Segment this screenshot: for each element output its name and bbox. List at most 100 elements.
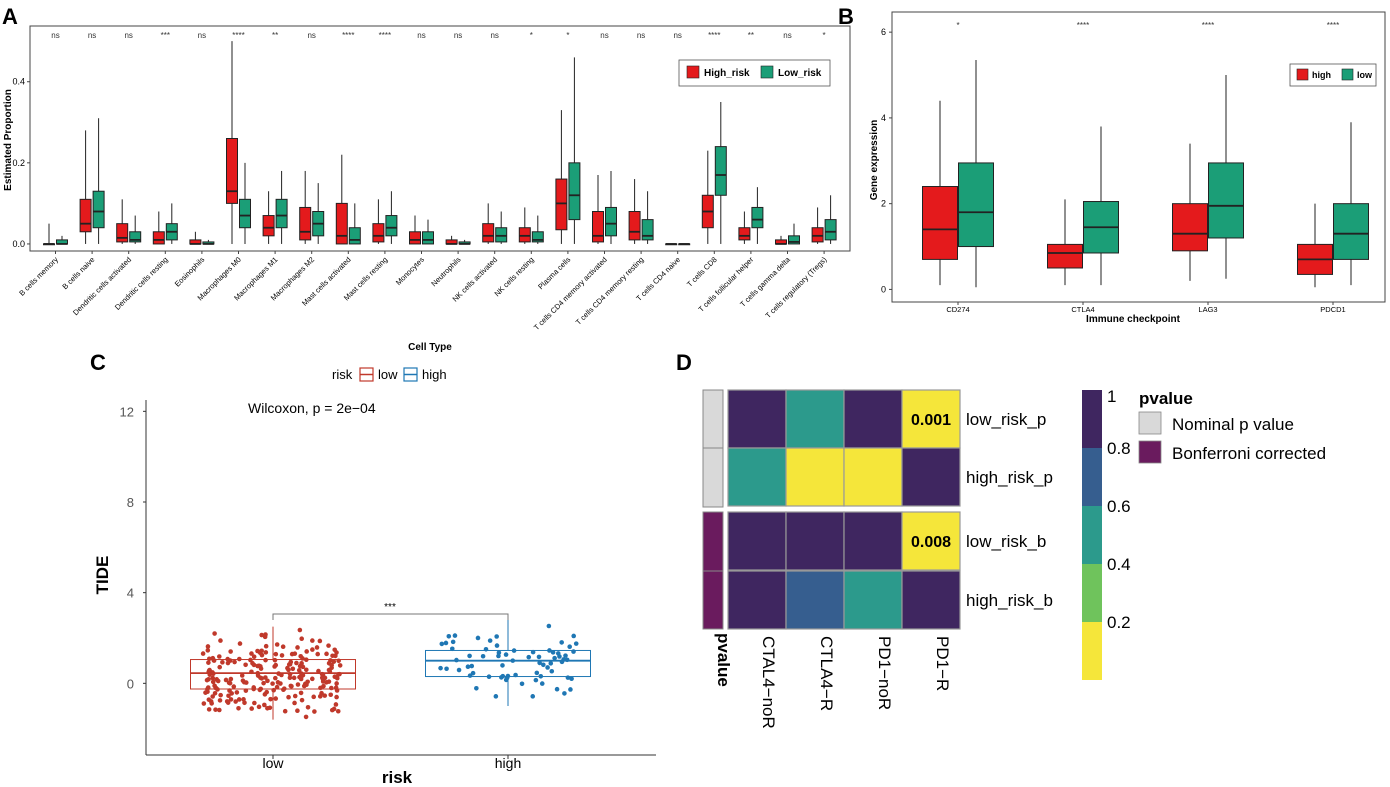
panel-a-high-risk-box: [299, 206, 312, 241]
panel-d-legend-title: pvalue: [1139, 389, 1193, 408]
panel-c-chart-marks: 0 4 8 12 low high ***: [120, 404, 591, 771]
panel-c-low-point: [273, 696, 279, 701]
panel-d-heatmap-cell: [785, 570, 845, 630]
panel-c: TIDE risk Wilcoxon, p = 2e−04 risk low h…: [93, 367, 656, 787]
panel-c-low-point: [213, 707, 218, 712]
panel-c-low-point: [218, 638, 223, 643]
panel-d-heatmap-cell: [843, 447, 903, 507]
panel-c-high-point: [493, 694, 499, 699]
panel-a-low-risk-box: [824, 219, 837, 241]
panel-a-significance-label: ns: [600, 31, 608, 40]
panel-c-low-point: [324, 680, 329, 685]
panel-c-low-point: [304, 682, 309, 688]
panel-c-low-point: [240, 678, 246, 683]
panel-b-y-tick-label: 0: [881, 284, 886, 294]
panel-c-low-point: [259, 652, 265, 658]
panel-c-low-point: [206, 660, 211, 665]
panel-c-low-point: [261, 680, 266, 686]
panel-c-low-point: [252, 700, 257, 706]
panel-c-low-point: [223, 677, 229, 683]
panel-c-low-point: [273, 651, 279, 657]
panel-b-y-tick-label: 6: [881, 27, 886, 37]
panel-c-high-point: [456, 667, 462, 673]
panel-b-x-tick-label: CD274: [946, 305, 969, 314]
panel-a-low-risk-box: [275, 198, 288, 229]
panel-c-y-axis-title: TIDE: [93, 556, 112, 595]
panel-c-low-point: [263, 632, 268, 637]
panel-a-low-risk-box: [129, 231, 142, 243]
panel-b-plot-frame: [891, 11, 1386, 303]
panel-d-legend: pvalue Nominal p value Bonferroni correc…: [1138, 389, 1326, 464]
panel-d-heatmap-cell: [785, 447, 845, 507]
panel-c-low-point: [259, 676, 265, 681]
panel-c-high-point: [494, 634, 499, 639]
panel-c-high-point: [452, 633, 458, 638]
panel-c-high-point: [494, 643, 500, 648]
panel-c-low-point: [334, 694, 339, 700]
panel-c-low-point: [258, 666, 264, 671]
panel-c-low-point: [291, 675, 297, 681]
panel-c-high-point: [545, 665, 550, 670]
panel-d-row-label: low_risk_p: [966, 410, 1046, 429]
panel-d-colorbar-segment: [1082, 622, 1102, 680]
panel-c-high-point: [541, 662, 546, 668]
panel-c-low-point: [209, 701, 214, 706]
panel-d-chart-marks: 0.001 low_risk_p high_risk_p 0.008 low_risk_…: [727, 387, 1131, 729]
panel-label-d: D: [676, 350, 692, 375]
panel-c-low-point: [237, 641, 243, 646]
panel-c-low-point: [279, 653, 285, 658]
panel-d-legend-label-nominal: Nominal p value: [1172, 415, 1294, 434]
panel-c-low-point: [292, 693, 298, 699]
panel-c-high-point: [496, 653, 501, 659]
panel-a-significance-label: ns: [417, 31, 425, 40]
panel-a-low-risk-box: [495, 227, 508, 243]
panel-c-y-tick-label: 8: [127, 495, 134, 510]
panel-c-low-point: [205, 648, 211, 653]
panel-a-x-tick-label: Plasma cells: [536, 255, 572, 291]
panel-c-low-point: [226, 693, 231, 699]
panel-d: pvalue pvalue Nominal p value Bonferroni…: [702, 387, 1326, 729]
panel-b-low-box: [1333, 203, 1369, 260]
panel-c-high-point: [552, 655, 557, 661]
panel-d-heatmap-cell: [843, 570, 903, 630]
panel-c-low-point: [326, 660, 332, 666]
panel-c-low-point: [206, 697, 212, 702]
panel-a-high-risk-box: [518, 227, 531, 243]
panel-a-y-axis-title: Estimated Proportion: [3, 89, 14, 191]
panel-c-low-point: [333, 702, 339, 707]
panel-c-low-point: [210, 694, 215, 699]
panel-c-high-point: [469, 663, 475, 669]
panel-b-x-axis-title: Immune checkpoint: [1086, 314, 1181, 325]
panel-a-x-tick-label: B cells naive: [60, 255, 96, 291]
panel-c-low-point: [292, 651, 298, 656]
panel-a-x-tick-label: T cells regulatory (Tregs): [763, 255, 828, 320]
panel-c-high-point: [559, 640, 564, 645]
panel-c-high-point: [562, 691, 567, 696]
panel-d-cell-value-label: 0.001: [911, 412, 951, 429]
panel-c-high-point: [571, 633, 576, 639]
panel-c-significance-label: ***: [384, 602, 396, 613]
panel-c-high-point: [465, 664, 471, 669]
panel-c-high-point: [539, 681, 545, 686]
panel-c-high-point: [550, 650, 556, 655]
panel-a-high-risk-box: [628, 211, 641, 241]
panel-c-low-point: [337, 663, 343, 668]
panel-a-significance-label: ****: [342, 31, 354, 40]
panel-a-high-risk-box: [262, 215, 275, 237]
panel-a-high-risk-box: [372, 223, 385, 243]
panel-a-significance-label: ns: [124, 31, 132, 40]
panel-c-y-tick-label: 12: [120, 404, 134, 419]
panel-a-low-risk-box: [422, 231, 434, 245]
panel-c-low-point: [330, 653, 335, 659]
panel-d-heatmap-cell: [901, 447, 961, 507]
panel-c-low-point: [300, 672, 306, 678]
panel-c-low-point: [304, 649, 309, 654]
panel-b-legend-label-high: high: [1312, 70, 1331, 80]
panel-c-high-point: [536, 654, 542, 660]
panel-d-heatmap-cell: [843, 511, 903, 571]
panel-a-legend-box: [678, 59, 831, 87]
panel-c-low-point: [201, 701, 207, 706]
panel-a-legend-key-high: [686, 65, 700, 79]
panel-b-x-tick-label: PDCD1: [1320, 305, 1345, 314]
panel-c-y-tick-label: 0: [127, 676, 134, 691]
